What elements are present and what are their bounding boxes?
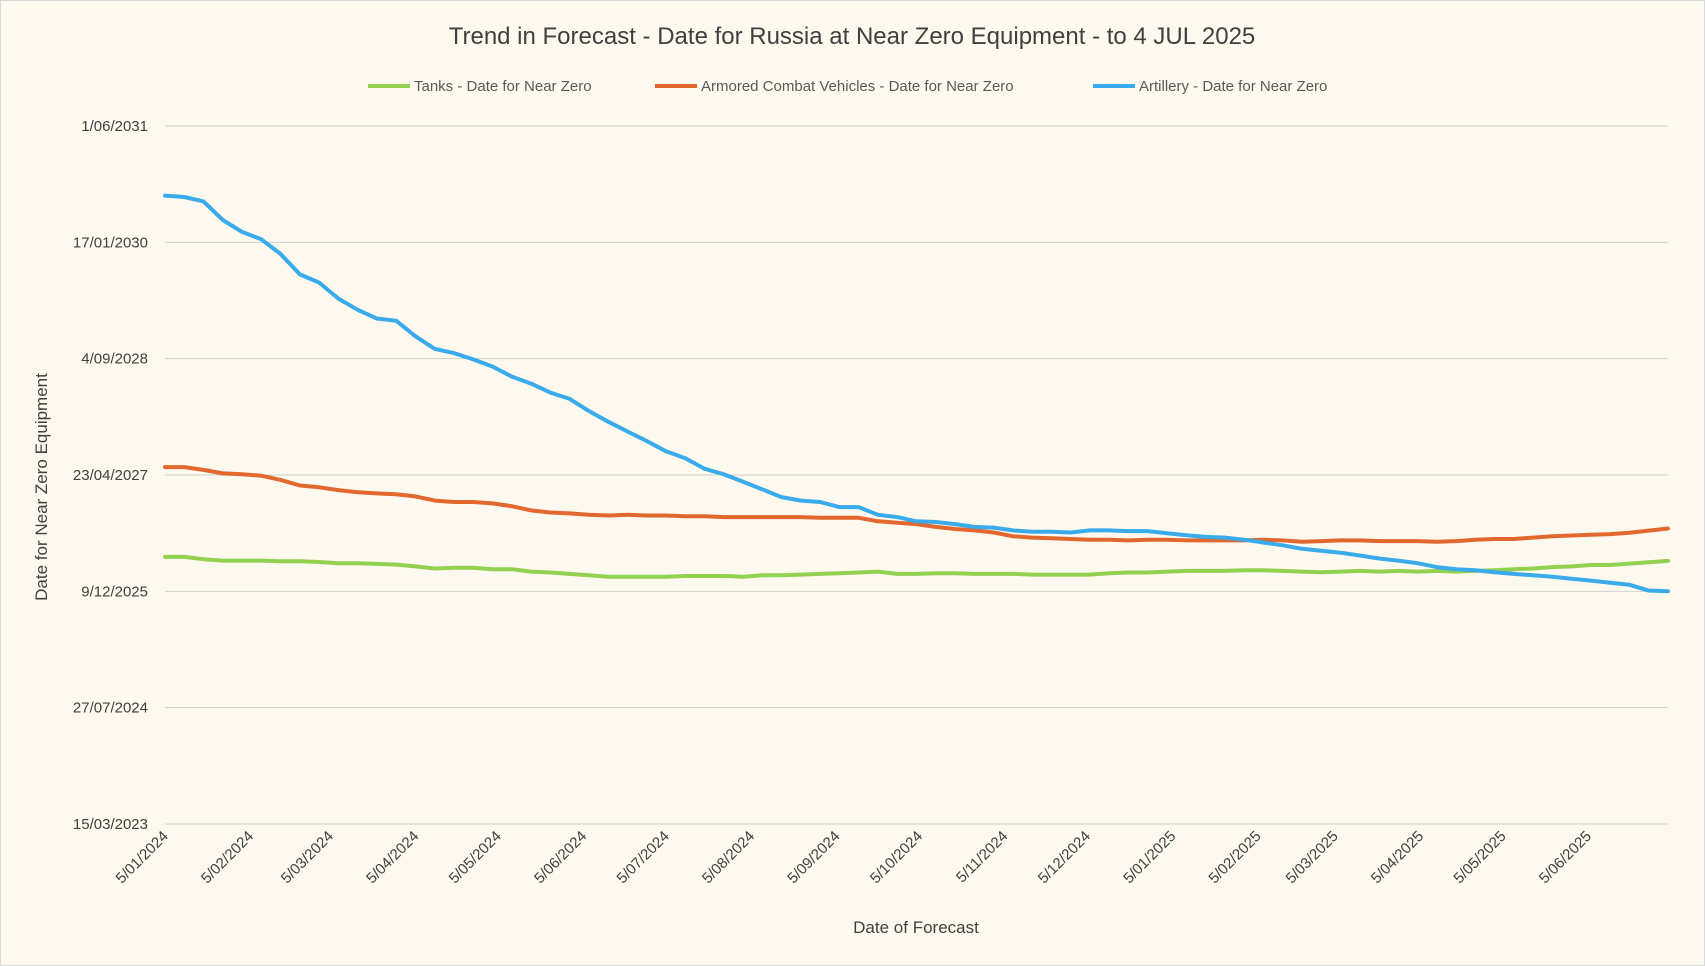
series-line-1 <box>163 465 1670 544</box>
x-tick-label: 5/12/2024 <box>1035 828 1094 887</box>
x-tick-label: 5/03/2024 <box>278 828 337 887</box>
x-tick-label: 5/05/2024 <box>446 828 505 887</box>
y-tick-label: 23/04/2027 <box>73 467 148 484</box>
x-axis-ticks: 5/01/2024 5/02/2024 5/03/2024 5/04/2024 5/05… <box>113 828 1595 887</box>
x-tick-label: 5/06/2024 <box>531 828 590 887</box>
x-tick-label: 5/04/2025 <box>1368 828 1427 887</box>
legend-label: Artillery - Date for Near Zero <box>1139 78 1327 95</box>
series-lines <box>163 193 1670 594</box>
x-tick-label: 5/01/2025 <box>1120 828 1179 887</box>
x-tick-label: 5/03/2025 <box>1283 828 1342 887</box>
legend-label: Tanks - Date for Near Zero <box>414 78 592 95</box>
y-axis-ticks: 1/06/2031 17/01/2030 4/09/2028 23/04/2027 9/… <box>73 118 148 833</box>
x-tick-label: 5/02/2025 <box>1205 828 1264 887</box>
y-tick-label: 4/09/2028 <box>81 351 148 368</box>
x-tick-label: 5/06/2025 <box>1536 828 1595 887</box>
x-tick-label: 5/04/2024 <box>363 828 422 887</box>
x-axis-title: Date of Forecast <box>853 918 979 937</box>
y-tick-label: 9/12/2025 <box>81 583 148 600</box>
series-line-2 <box>163 193 1670 594</box>
y-tick-label: 17/01/2030 <box>73 234 148 251</box>
x-tick-label: 5/01/2024 <box>113 828 172 887</box>
legend: Tanks - Date for Near Zero Armored Combat… <box>368 78 1327 95</box>
y-tick-label: 1/06/2031 <box>81 118 148 135</box>
x-tick-label: 5/02/2024 <box>198 828 257 887</box>
y-tick-label: 27/07/2024 <box>73 700 148 717</box>
chart-title: Trend in Forecast - Date for Russia at N… <box>449 23 1256 50</box>
x-tick-label: 5/10/2024 <box>867 828 926 887</box>
legend-label: Armored Combat Vehicles - Date for Near … <box>701 78 1014 95</box>
x-tick-label: 5/09/2024 <box>784 828 843 887</box>
x-tick-label: 5/08/2024 <box>699 828 758 887</box>
x-tick-label: 5/05/2025 <box>1450 828 1509 887</box>
x-tick-label: 5/07/2024 <box>614 828 673 887</box>
y-tick-label: 15/03/2023 <box>73 816 148 833</box>
x-tick-label: 5/11/2024 <box>953 828 1011 886</box>
y-axis-title: Date for Near Zero Equipment <box>32 373 51 601</box>
gridlines <box>165 125 1668 825</box>
series-line-0 <box>163 554 1670 579</box>
